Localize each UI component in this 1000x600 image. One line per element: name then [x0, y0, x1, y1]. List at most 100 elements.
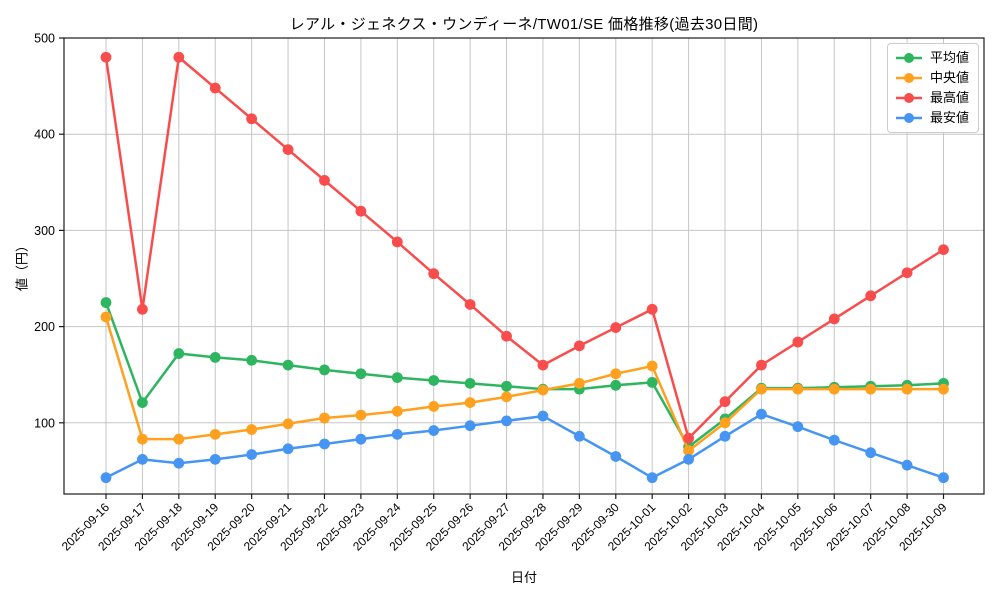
- series-point-average: [137, 397, 148, 409]
- series-point-median: [719, 417, 731, 429]
- series-point-lowest: [938, 472, 949, 484]
- series-point-lowest: [828, 434, 840, 446]
- series-point-lowest: [428, 425, 440, 436]
- series-point-median: [792, 383, 804, 395]
- legend-item-median: 中央値: [895, 68, 970, 88]
- series-point-lowest: [209, 453, 221, 465]
- series-point-highest: [683, 432, 695, 444]
- series-point-highest: [610, 322, 622, 333]
- series-point-average: [646, 377, 658, 388]
- series-point-lowest: [756, 408, 767, 420]
- legend-marker-median: [896, 73, 922, 83]
- series-point-highest: [391, 236, 403, 248]
- legend-label: 平均値: [930, 50, 970, 65]
- series-point-median: [246, 424, 258, 435]
- legend-marker-lowest: [896, 113, 922, 123]
- series-point-average: [464, 377, 476, 389]
- series-point-median: [501, 391, 512, 403]
- legend-marker-average: [896, 53, 922, 63]
- series-point-average: [428, 375, 440, 386]
- series-point-median: [100, 311, 112, 323]
- legend-label: 最高値: [930, 90, 970, 105]
- series-point-lowest: [573, 430, 585, 442]
- series-point-average: [501, 380, 512, 392]
- series-point-highest: [573, 340, 585, 352]
- series-point-lowest: [683, 453, 695, 465]
- legend-item-lowest: 最安値: [895, 108, 970, 128]
- series-point-highest: [355, 205, 367, 217]
- series-point-lowest: [137, 453, 148, 465]
- series-point-highest: [537, 359, 549, 371]
- series-point-average: [100, 297, 112, 308]
- y-tick-label: 500: [34, 32, 55, 46]
- series-point-lowest: [901, 459, 913, 471]
- series-point-median: [573, 377, 585, 389]
- series-point-lowest: [319, 438, 330, 450]
- series-point-lowest: [610, 451, 622, 462]
- series-point-average: [209, 351, 221, 363]
- legend-label: 中央値: [930, 70, 970, 85]
- series-point-highest: [137, 303, 148, 315]
- series-line-highest: [104, 55, 945, 440]
- legend-marker-highest: [896, 93, 922, 103]
- series-point-average: [319, 364, 330, 376]
- chart-title: レアル・ジェネクス・ウンディーネ/TW01/SE 価格推移(過去30日間): [289, 16, 759, 33]
- series-point-lowest: [246, 449, 258, 460]
- series-point-lowest: [537, 410, 549, 422]
- x-axis-label: 日付: [510, 570, 537, 585]
- series-point-highest: [865, 290, 877, 302]
- series-line-median: [104, 315, 945, 452]
- series-point-median: [646, 360, 658, 372]
- series-point-lowest: [464, 420, 476, 432]
- series-point-highest: [428, 268, 440, 280]
- series-point-median: [865, 383, 877, 395]
- legend-item-highest: 最高値: [895, 88, 970, 108]
- series-point-highest: [501, 330, 512, 342]
- series-point-highest: [319, 174, 330, 186]
- series-point-median: [282, 418, 294, 430]
- series-point-highest: [756, 359, 767, 371]
- series-point-median: [537, 384, 549, 396]
- series-point-lowest: [173, 457, 185, 469]
- series-point-median: [683, 445, 695, 457]
- series-point-lowest: [646, 472, 658, 484]
- series-point-lowest: [282, 443, 294, 455]
- series-point-average: [355, 368, 367, 380]
- series-point-median: [610, 368, 622, 380]
- y-tick-label: 400: [34, 128, 55, 142]
- series-point-median: [137, 433, 148, 445]
- series-point-median: [464, 397, 476, 409]
- series-point-average: [246, 354, 258, 366]
- series-point-average: [391, 372, 403, 383]
- series-point-median: [355, 409, 367, 421]
- series-point-median: [319, 412, 330, 424]
- series-point-lowest: [865, 447, 877, 459]
- series-point-highest: [828, 313, 840, 325]
- series-point-lowest: [719, 430, 731, 442]
- series-point-average: [173, 348, 185, 359]
- legend: 平均値中央値最高値最安値: [887, 43, 979, 133]
- series-line-average: [104, 301, 945, 449]
- y-tick-label: 300: [34, 224, 55, 238]
- series-point-highest: [246, 113, 258, 125]
- series-point-highest: [464, 299, 476, 310]
- series-line-lowest: [104, 412, 945, 479]
- series-point-median: [828, 383, 840, 395]
- series-point-lowest: [355, 433, 367, 445]
- series-point-highest: [901, 267, 913, 279]
- series-point-median: [901, 383, 913, 395]
- legend-item-average: 平均値: [895, 48, 970, 68]
- y-tick-label: 200: [34, 320, 55, 334]
- series-point-average: [610, 379, 622, 391]
- series-point-highest: [100, 51, 112, 63]
- series-point-highest: [719, 396, 731, 408]
- series-point-median: [428, 401, 440, 412]
- series-point-lowest: [501, 415, 512, 427]
- series-point-median: [756, 383, 767, 395]
- series-point-lowest: [792, 421, 804, 433]
- y-axis-label: 値（円）: [14, 238, 30, 292]
- series-point-median: [938, 383, 949, 395]
- series-point-highest: [282, 144, 294, 155]
- legend-label: 最安値: [930, 110, 970, 125]
